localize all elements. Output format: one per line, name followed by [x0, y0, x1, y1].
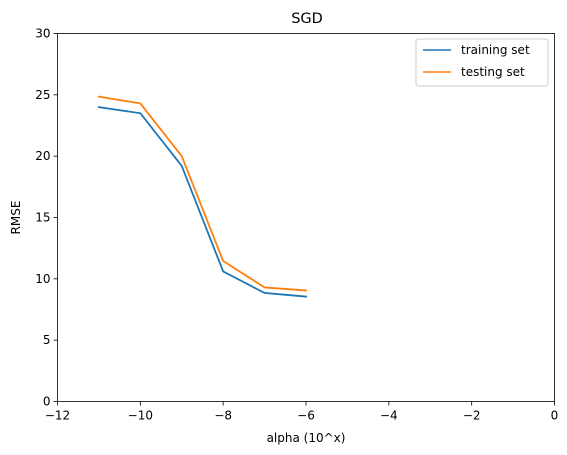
- x-tick-label: −2: [463, 409, 481, 423]
- x-tick-label: 0: [551, 409, 559, 423]
- series-line-testing: [97, 95, 307, 292]
- y-tick-label: 15: [35, 211, 50, 225]
- x-tick-label: −10: [128, 409, 153, 423]
- series-line-training: [97, 106, 307, 298]
- x-tick-label: −6: [297, 409, 315, 423]
- chart-title: SGD: [291, 11, 323, 27]
- y-tick-label: 20: [35, 149, 50, 163]
- y-axis: 0 5 10 15 20 25 30: [35, 27, 58, 409]
- x-axis-label: alpha (10^x): [267, 431, 346, 445]
- y-tick-label: 25: [35, 88, 50, 102]
- plot-area: [57, 33, 555, 402]
- legend-label-testing: testing set: [461, 65, 525, 79]
- x-tick-label: −4: [380, 409, 398, 423]
- x-tick-label: −12: [45, 409, 70, 423]
- y-tick-label: 0: [43, 395, 51, 409]
- x-axis: −12 −10 −8 −6 −4 −2 0: [45, 401, 559, 423]
- legend: training set testing set: [415, 38, 549, 87]
- y-axis-label: RMSE: [9, 201, 23, 235]
- series-layer: [97, 95, 307, 298]
- legend-label-training: training set: [461, 43, 530, 57]
- x-tick-label: −8: [214, 409, 232, 423]
- y-tick-label: 5: [43, 333, 51, 347]
- y-tick-label: 10: [35, 272, 50, 286]
- y-tick-label: 30: [35, 27, 50, 41]
